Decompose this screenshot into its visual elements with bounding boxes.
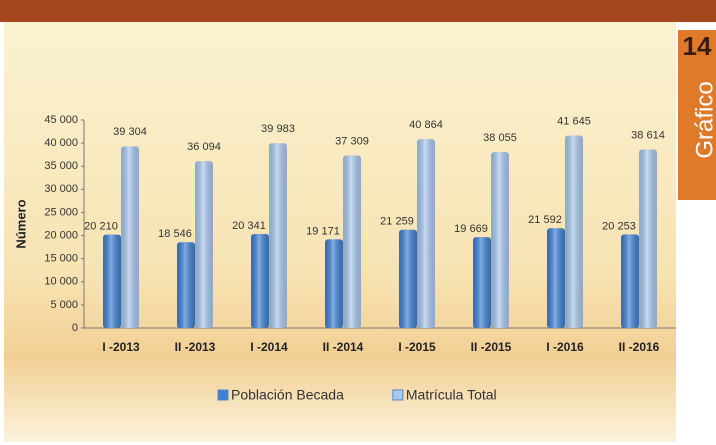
bar-shine (103, 235, 121, 328)
data-label: 40 864 (409, 119, 443, 131)
y-axis-label: Número (13, 199, 28, 248)
bar-shine (473, 237, 491, 328)
bar-shine (343, 156, 361, 328)
bar-shine (565, 136, 583, 328)
chart: 14 Gráfico Número 0 5 000 10 000 15 000 20 0… (0, 0, 716, 445)
data-label: 20 210 (84, 220, 118, 232)
bar-shine (121, 146, 139, 328)
x-tick-label: I -2013 (102, 340, 140, 354)
top-band (0, 0, 716, 22)
x-tick-label: II -2015 (471, 340, 512, 354)
y-tick-label: 40 000 (44, 137, 78, 149)
x-tick-label: II -2013 (175, 340, 216, 354)
y-tick-label: 5 000 (50, 299, 78, 311)
bar-shine (195, 161, 213, 328)
x-tick-label: II -2016 (619, 340, 660, 354)
data-label: 39 304 (113, 126, 147, 138)
badge-number: 14 (683, 31, 712, 61)
data-label: 39 983 (261, 123, 295, 135)
x-tick-label: I -2016 (546, 340, 584, 354)
data-label: 41 645 (557, 115, 591, 127)
bar-shine (547, 228, 565, 328)
y-tick-label: 25 000 (44, 206, 78, 218)
y-tick-label: 15 000 (44, 253, 78, 265)
data-label: 19 171 (306, 225, 340, 237)
x-tick-label: I -2014 (250, 340, 288, 354)
y-tick-label: 20 000 (44, 229, 78, 241)
legend-label: Población Becada (231, 387, 344, 403)
y-tick-label: 30 000 (44, 183, 78, 195)
data-label: 38 614 (631, 129, 665, 141)
bar-shine (491, 152, 509, 328)
data-label: 20 253 (602, 220, 636, 232)
data-label: 21 259 (380, 216, 414, 228)
y-tick-label: 0 (72, 322, 78, 334)
legend-swatch (393, 390, 403, 400)
x-tick-label: II -2014 (323, 340, 364, 354)
data-label: 21 592 (528, 214, 562, 226)
data-label: 36 094 (187, 141, 221, 153)
y-tick-label: 10 000 (44, 276, 78, 288)
y-tick-label: 45 000 (44, 114, 78, 126)
data-label: 37 309 (335, 135, 369, 147)
bar-shine (269, 143, 287, 328)
bar-shine (177, 242, 195, 328)
legend-swatch (218, 390, 228, 400)
bar-shine (417, 139, 435, 328)
y-tick-label: 35 000 (44, 160, 78, 172)
bar-shine (399, 230, 417, 328)
page: 14 Gráfico Número 0 5 000 10 000 15 000 20 0… (0, 0, 716, 445)
legend-label: Matrícula Total (406, 387, 497, 403)
bar-shine (621, 234, 639, 328)
x-tick-label: I -2015 (398, 340, 436, 354)
data-label: 18 546 (158, 228, 192, 240)
bar-shine (325, 239, 343, 328)
data-label: 19 669 (454, 223, 488, 235)
bar-shine (251, 234, 269, 328)
data-label: 38 055 (483, 132, 517, 144)
badge-label: Gráfico (691, 81, 716, 158)
data-label: 20 341 (232, 220, 266, 232)
bar-shine (639, 150, 657, 328)
